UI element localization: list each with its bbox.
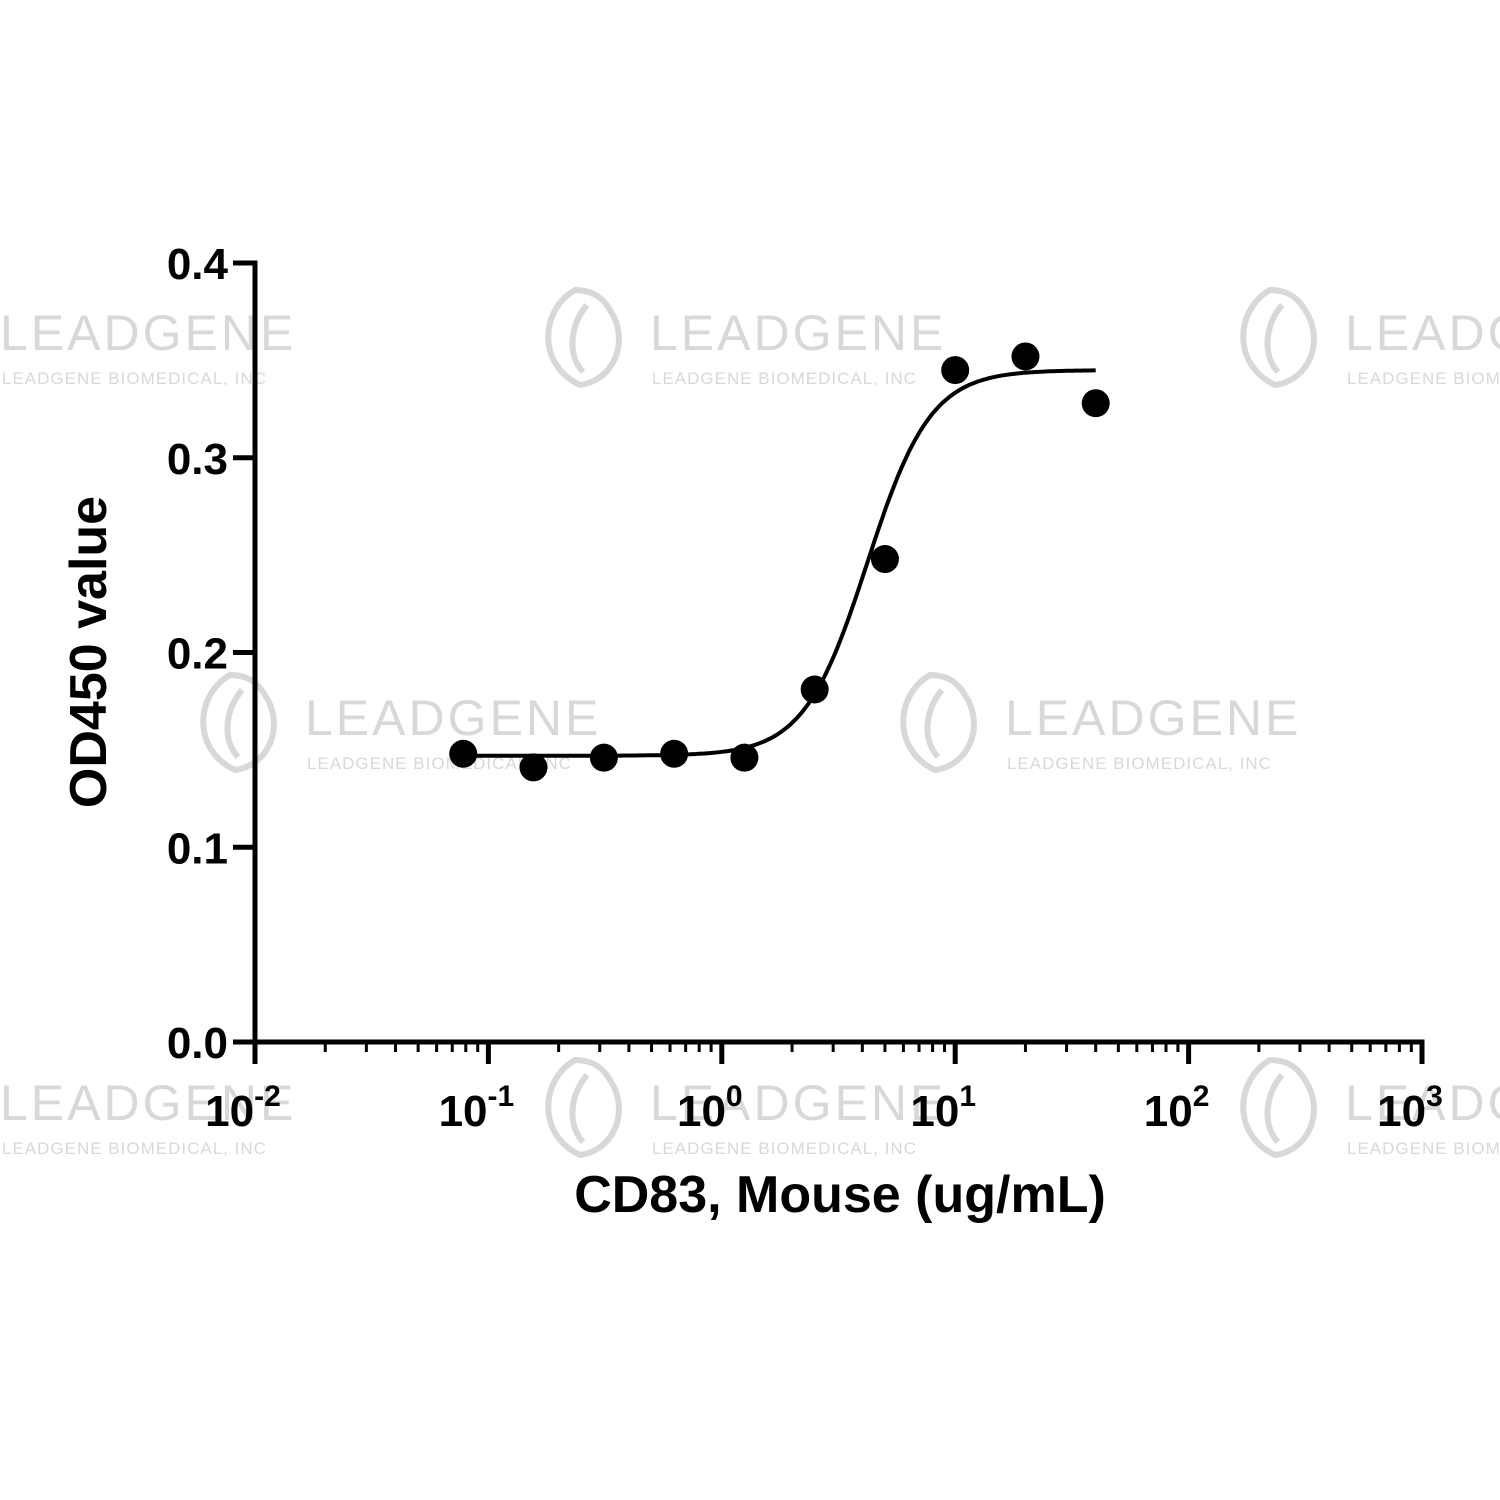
- y-tick-label: 0.4: [167, 240, 229, 289]
- watermark-company: LEADGENE BIOMEDICAL, INC: [307, 754, 572, 773]
- watermark-brand: LEADGENE: [1345, 1075, 1500, 1131]
- data-points: [449, 342, 1110, 782]
- watermark-brand: LEADGENE: [1345, 305, 1500, 361]
- x-ticks: 10-2 10-1 100 101 102 103: [205, 1042, 1443, 1136]
- watermark-company: LEADGENE BIOMEDICAL, INC: [652, 1139, 917, 1158]
- y-ticks: 0.0 0.1 0.2 0.3 0.4: [167, 240, 255, 1068]
- leaf-icon: [200, 671, 277, 774]
- x-axis-title: CD83, Mouse (ug/mL): [574, 1166, 1106, 1224]
- watermark-logo: LEADGENE LEADGENE BIOMEDICAL, INC: [900, 671, 1301, 774]
- data-point: [941, 356, 970, 385]
- leaf-icon: [1240, 1056, 1317, 1159]
- watermark-company: LEADGENE BIOMEDICAL, INC: [1007, 754, 1272, 773]
- data-point: [449, 739, 478, 768]
- watermark-logo: LEADGENE LEADGENE BIOMEDICAL, INC: [1240, 1056, 1500, 1159]
- leaf-icon: [900, 671, 977, 774]
- data-point: [800, 675, 829, 704]
- watermark-logo: LEADGENE LEADGENE BIOMEDICAL, INC: [545, 286, 946, 389]
- watermark-brand: LEADGENE: [0, 305, 296, 361]
- leaf-icon: [545, 286, 622, 389]
- x-tick-label: 10-1: [439, 1080, 515, 1136]
- leaf-icon: [1240, 286, 1317, 389]
- data-point: [519, 753, 548, 782]
- watermark-company: LEADGENE BIOMEDICAL, INC: [1347, 369, 1500, 388]
- watermark-logo: LEADGENE LEADGENE BIOMEDICAL, INC: [0, 305, 296, 388]
- x-tick-label: 10-2: [205, 1080, 281, 1136]
- watermark-company: LEADGENE BIOMEDICAL, INC: [1347, 1139, 1500, 1158]
- watermark-brand: LEADGENE: [650, 1075, 946, 1131]
- data-point: [870, 545, 899, 574]
- watermark-company: LEADGENE BIOMEDICAL, INC: [2, 1139, 267, 1158]
- x-tick-label: 102: [1144, 1080, 1210, 1136]
- watermark-logo: LEADGENE LEADGENE BIOMEDICAL, INC: [0, 1075, 296, 1158]
- y-axis-title: OD450 value: [60, 496, 118, 808]
- watermark-brand: LEADGENE: [305, 690, 601, 746]
- watermark-company: LEADGENE BIOMEDICAL, INC: [652, 369, 917, 388]
- watermark-company: LEADGENE BIOMEDICAL, INC: [2, 369, 267, 388]
- x-tick-label: 103: [1377, 1080, 1443, 1136]
- data-point: [660, 739, 689, 768]
- watermark-logo: LEADGENE LEADGENE BIOMEDICAL, INC: [545, 1056, 946, 1159]
- fit-curve: [463, 368, 1096, 758]
- watermark-brand: LEADGENE: [0, 1075, 296, 1131]
- y-tick-label: 0.3: [167, 435, 228, 484]
- axes: 0.0 0.1 0.2 0.3 0.4 10-2 10-1 100 101 102 103: [167, 240, 1443, 1136]
- y-tick-label: 0.0: [167, 1019, 228, 1068]
- x-tick-label: 100: [677, 1080, 743, 1136]
- leaf-icon: [545, 1056, 622, 1159]
- data-point: [1011, 342, 1040, 371]
- watermark-logo: LEADGENE LEADGENE BIOMEDICAL, INC: [200, 671, 601, 774]
- data-point: [1081, 389, 1110, 418]
- watermark-brand: LEADGENE: [1005, 690, 1301, 746]
- watermark-logo: LEADGENE LEADGENE BIOMEDICAL, INC: [1240, 286, 1500, 389]
- data-point: [730, 743, 759, 772]
- data-point: [589, 743, 618, 772]
- watermark-brand: LEADGENE: [650, 305, 946, 361]
- y-tick-label: 0.2: [167, 630, 228, 679]
- x-tick-label: 101: [910, 1080, 976, 1136]
- y-tick-label: 0.1: [167, 824, 228, 873]
